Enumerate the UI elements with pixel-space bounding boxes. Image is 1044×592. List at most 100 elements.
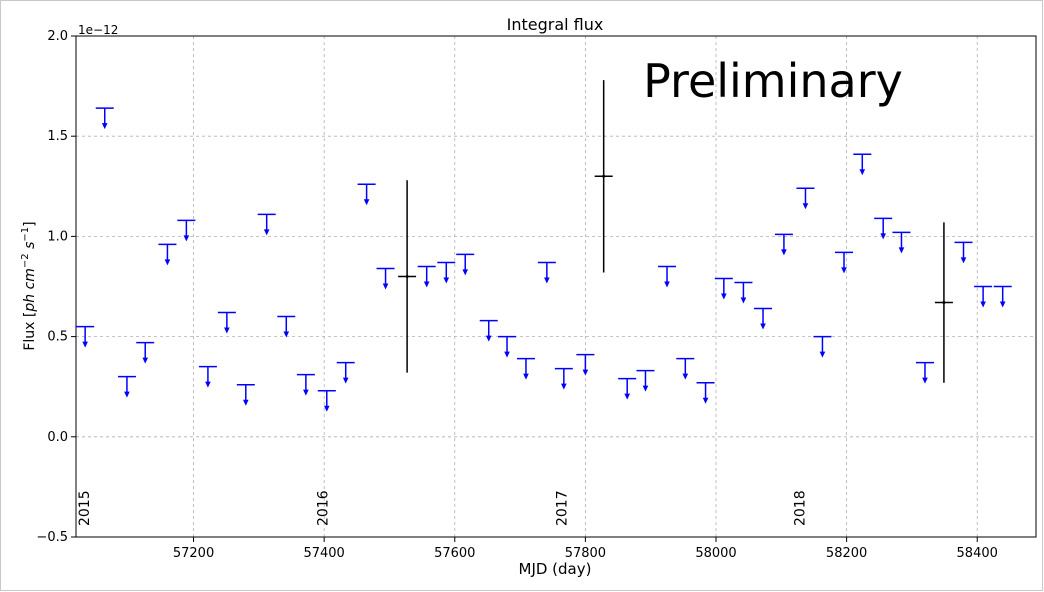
upper-limit-point	[336, 361, 355, 384]
upper-limit-point	[76, 325, 95, 348]
upper-limit-arrowhead	[303, 389, 309, 396]
upper-limit-point	[136, 341, 155, 364]
upper-limit-point	[376, 267, 395, 290]
upper-limit-arrowhead	[462, 269, 469, 276]
upper-limit-arrowhead	[702, 397, 709, 404]
x-tick-label: 58000	[695, 546, 736, 561]
upper-limit-point	[813, 335, 832, 358]
grid	[76, 35, 1036, 538]
data-marker	[405, 274, 409, 278]
upper-limit-arrowhead	[781, 249, 787, 256]
upper-limit-point	[296, 373, 315, 396]
upper-limit-point	[774, 233, 793, 256]
x-axis-ticks: 57200 57400 57600 57800 58000 58200 58400	[173, 537, 998, 561]
upper-limit-arrowhead	[323, 405, 330, 412]
upper-limit-arrowhead	[82, 341, 88, 348]
upper-limit-point	[158, 243, 177, 266]
upper-limit-point	[516, 357, 535, 380]
upper-limit-arrowhead	[624, 393, 630, 400]
upper-limit-point	[892, 231, 911, 254]
upper-limit-point	[954, 241, 973, 264]
upper-limit-point	[257, 213, 276, 236]
y-tick-label: 0.0	[47, 430, 68, 445]
measurement-point	[594, 80, 613, 273]
upper-limit-arrowhead	[443, 277, 450, 284]
x-tick-label: 57600	[434, 546, 475, 561]
data-marker	[602, 174, 606, 178]
upper-limit-arrowhead	[242, 399, 249, 406]
y-tick-label: 1.5	[47, 129, 68, 144]
upper-limit-point	[676, 357, 695, 380]
upper-limit-point	[734, 281, 753, 304]
upper-limit-arrowhead	[544, 277, 550, 284]
upper-limit-arrowhead	[523, 373, 529, 380]
year-marker-label: 2018	[793, 490, 809, 526]
upper-limit-arrowhead	[859, 169, 866, 176]
y-axis-label: Flux [ph cm−2 s−1]	[20, 221, 38, 350]
upper-limit-arrowhead	[142, 357, 149, 364]
y-tick-label: 0.5	[47, 330, 68, 345]
y-tick-label: −0.5	[36, 530, 68, 545]
upper-limit-arrowhead	[642, 385, 649, 392]
measurement-series	[398, 80, 953, 383]
upper-limit-point	[618, 377, 637, 400]
x-tick-label: 58400	[957, 546, 998, 561]
upper-limit-point	[696, 381, 715, 404]
upper-limit-point	[853, 153, 872, 176]
upper-limit-arrowhead	[382, 283, 389, 290]
upper-limit-point	[554, 367, 573, 390]
upper-limit-arrowhead	[101, 123, 108, 130]
upper-limit-arrowhead	[819, 351, 826, 358]
upper-limit-arrowhead	[561, 383, 567, 390]
year-markers: 2015 2016 2017 2018	[77, 490, 809, 526]
upper-limit-arrowhead	[504, 351, 510, 358]
measurement-point	[934, 222, 953, 383]
upper-limit-arrowhead	[721, 293, 727, 300]
upper-limit-arrowhead	[960, 257, 967, 264]
upper-limit-point	[277, 315, 296, 338]
upper-limit-point	[437, 261, 456, 284]
upper-limit-arrowhead	[582, 369, 589, 376]
upper-limit-point	[714, 277, 733, 300]
upper-limit-arrowhead	[423, 281, 430, 288]
upper-limit-arrowhead	[224, 327, 230, 334]
upper-limit-arrowhead	[922, 377, 928, 384]
x-tick-label: 57200	[173, 546, 214, 561]
upper-limit-point	[537, 261, 556, 284]
upper-limit-point	[217, 311, 236, 334]
upper-limit-point	[874, 217, 893, 240]
upper-limit-point	[576, 353, 595, 376]
upper-limit-point	[317, 389, 336, 412]
year-marker-label: 2015	[77, 490, 93, 526]
upper-limit-point	[658, 265, 677, 288]
upper-limit-arrowhead	[263, 229, 270, 236]
upper-limit-point	[479, 319, 498, 342]
data-marker	[942, 301, 946, 305]
upper-limit-point	[177, 219, 196, 242]
upper-limit-point	[417, 265, 436, 288]
x-tick-label: 58200	[826, 546, 867, 561]
year-marker-label: 2016	[315, 490, 331, 526]
upper-limit-arrowhead	[283, 331, 290, 338]
upper-limit-point	[357, 183, 376, 206]
preliminary-annotation: Preliminary	[643, 54, 903, 108]
upper-limit-point	[198, 365, 217, 388]
upper-limit-arrowhead	[183, 235, 190, 242]
upper-limit-arrowhead	[485, 335, 492, 342]
upper-limit-point	[456, 253, 475, 276]
y-tick-label: 2.0	[47, 29, 68, 44]
upper-limit-arrowhead	[880, 233, 886, 240]
x-tick-label: 57400	[303, 546, 344, 561]
upper-limit-point	[636, 369, 655, 392]
upper-limit-arrowhead	[124, 391, 130, 398]
upper-limit-arrowhead	[664, 281, 670, 288]
upper-limit-arrowhead	[898, 247, 905, 254]
x-axis-label: MJD (day)	[519, 560, 592, 578]
upper-limit-point	[95, 107, 114, 130]
upper-limit-point	[498, 335, 517, 358]
upper-limit-point	[754, 307, 773, 330]
upper-limit-arrowhead	[682, 373, 689, 380]
upper-limit-arrowhead	[999, 301, 1006, 308]
